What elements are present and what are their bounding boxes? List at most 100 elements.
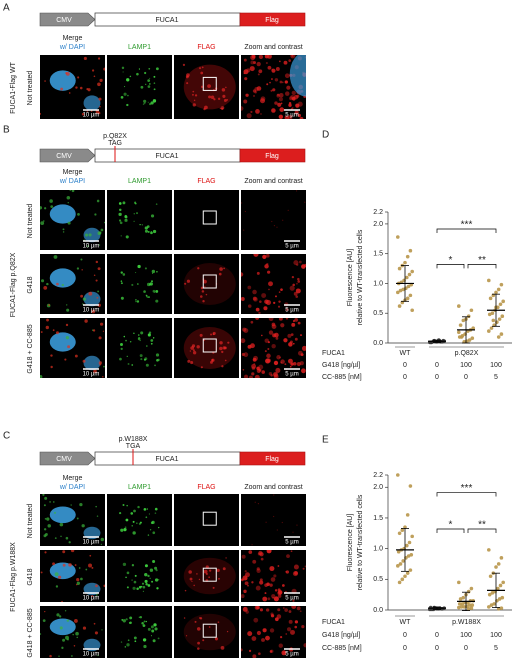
table-cell: 100 xyxy=(460,362,472,369)
column-header: w/ DAPI xyxy=(59,44,85,51)
speck xyxy=(147,584,151,587)
table-row-label: G418 [ng/µl] xyxy=(322,362,360,369)
speck xyxy=(96,593,98,596)
speck xyxy=(141,582,145,585)
y-axis-title: Fluorescence [AU] xyxy=(347,514,354,572)
speck xyxy=(292,342,295,345)
image-content xyxy=(119,504,160,536)
speck xyxy=(219,107,222,110)
speck xyxy=(45,533,48,536)
speck xyxy=(138,266,141,269)
speck xyxy=(53,511,57,514)
speck xyxy=(270,649,274,653)
speck xyxy=(257,73,260,76)
speck xyxy=(193,99,196,102)
speck xyxy=(290,550,293,553)
speck xyxy=(123,529,126,532)
speck xyxy=(243,58,247,62)
speck xyxy=(65,335,70,340)
speck xyxy=(295,103,300,108)
speck xyxy=(152,337,155,339)
zoom-box xyxy=(202,274,217,289)
speck xyxy=(260,113,262,115)
speck xyxy=(193,584,195,587)
speck xyxy=(265,608,270,612)
speck xyxy=(219,346,223,351)
speck xyxy=(289,285,295,291)
speck xyxy=(132,586,136,590)
speck xyxy=(197,641,200,645)
speck xyxy=(40,221,45,225)
table-row-label: FUCA1 xyxy=(322,619,345,626)
column-header: w/ DAPI xyxy=(59,484,85,491)
speck xyxy=(133,220,135,222)
speck xyxy=(248,375,254,378)
y-tick-label: 0.5 xyxy=(373,310,383,317)
micrograph xyxy=(40,254,105,314)
table-cell: p.W188X xyxy=(452,619,481,626)
speck xyxy=(244,210,246,213)
speck xyxy=(273,372,278,377)
speck xyxy=(126,504,128,507)
speck xyxy=(250,320,254,324)
speck xyxy=(134,574,137,577)
speck xyxy=(264,299,269,304)
image-background xyxy=(107,254,172,314)
zoom-box xyxy=(202,338,217,353)
speck xyxy=(296,263,299,266)
speck xyxy=(157,637,160,640)
speck xyxy=(80,294,84,298)
speck xyxy=(153,623,157,627)
speck xyxy=(119,208,122,212)
speck xyxy=(288,619,293,624)
speck xyxy=(76,517,79,520)
speck xyxy=(97,57,101,60)
speck xyxy=(287,333,292,338)
speck xyxy=(204,286,206,288)
speck xyxy=(131,564,135,567)
image-content xyxy=(40,550,105,602)
speck xyxy=(99,105,101,108)
speck xyxy=(141,622,144,625)
speck xyxy=(186,73,190,77)
nucleus-edge xyxy=(289,55,306,97)
speck xyxy=(246,68,251,73)
speck xyxy=(60,87,64,91)
speck xyxy=(143,99,147,103)
speck xyxy=(102,375,104,378)
speck xyxy=(212,331,216,335)
speck xyxy=(277,102,282,107)
speck xyxy=(224,346,227,350)
speck xyxy=(267,597,271,601)
speck xyxy=(48,304,51,307)
speck xyxy=(143,620,146,623)
speck xyxy=(241,578,244,582)
speck xyxy=(145,638,147,641)
speck xyxy=(95,110,100,114)
data-point xyxy=(490,311,495,316)
speck xyxy=(261,293,267,299)
speck xyxy=(119,357,122,361)
tag-box xyxy=(239,148,306,163)
speck xyxy=(291,55,294,57)
speck xyxy=(93,369,97,374)
speck xyxy=(154,291,156,293)
scale-bar-label: 5 µm xyxy=(285,308,298,314)
speck xyxy=(294,318,299,322)
speck xyxy=(278,643,283,648)
data-point xyxy=(487,278,491,283)
speck xyxy=(282,607,285,609)
speck xyxy=(77,76,80,79)
micrograph xyxy=(241,55,306,119)
speck xyxy=(297,321,301,325)
speck xyxy=(119,221,123,225)
table-cell: p.Q82X xyxy=(455,350,479,357)
speck xyxy=(220,646,225,650)
speck xyxy=(136,212,138,215)
speck xyxy=(147,627,151,631)
codon-label: TAG xyxy=(108,140,122,147)
speck xyxy=(67,221,71,225)
scale-bar-label: 5 µm xyxy=(285,372,298,378)
speck xyxy=(274,589,278,592)
speck xyxy=(241,106,244,111)
